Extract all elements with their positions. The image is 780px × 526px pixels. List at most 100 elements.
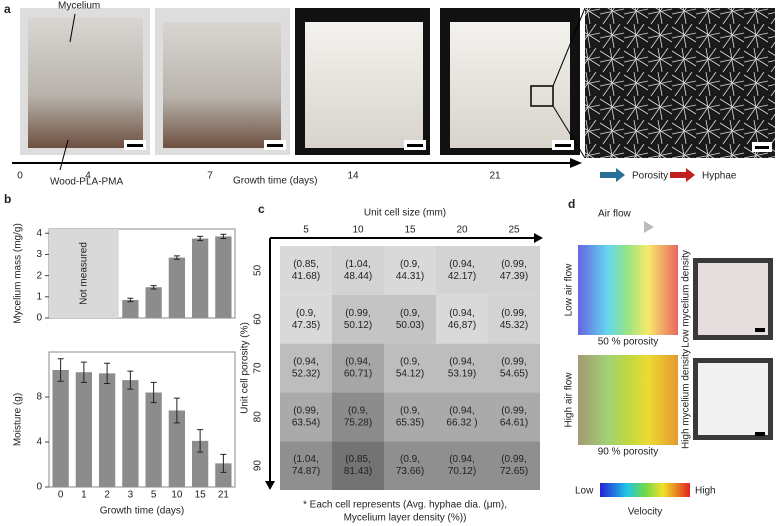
axis-title: Moisture (g) <box>13 393 24 446</box>
x-tick-label: 0 <box>58 490 64 501</box>
y-tick-label: 0 <box>36 313 42 324</box>
cell-text: (0.9, <box>400 405 420 416</box>
error-bar <box>173 397 180 424</box>
error-bar <box>173 255 180 260</box>
cell-text: (0.94, <box>449 259 475 270</box>
tick-label: 4 <box>85 171 91 182</box>
error-bar <box>150 285 157 290</box>
pointer <box>69 13 76 43</box>
cell <box>488 294 540 344</box>
cell-text: (0.99, <box>501 259 527 270</box>
bar <box>98 373 116 487</box>
bar <box>215 463 232 487</box>
cell-text: 66.32 ) <box>446 417 477 428</box>
photo <box>305 22 423 148</box>
cell-text: (0.94, <box>345 357 371 368</box>
cell <box>384 441 436 490</box>
x-tick-label: 15 <box>195 490 207 501</box>
bar <box>191 440 209 487</box>
error-bar <box>127 370 134 390</box>
legend-label: Porosity <box>632 171 668 182</box>
cell-text: 70.12) <box>448 466 476 477</box>
cell-text: (0.94, <box>449 405 475 416</box>
axis-title: Mycelium mass (mg/g) <box>13 223 24 324</box>
tick-label: 21 <box>489 171 501 182</box>
cell <box>332 294 384 344</box>
cell-text: (0.99, <box>345 308 371 319</box>
legend-arrow <box>670 168 695 182</box>
bar <box>191 238 209 318</box>
scale-bar <box>755 328 765 332</box>
panel-a-photos <box>12 7 775 171</box>
cell-text: (0.9, <box>400 259 420 270</box>
cell-text: (0.94, <box>449 308 475 319</box>
sim-image <box>578 245 678 335</box>
y-tick-label: 4 <box>36 437 42 448</box>
cell-text: (0.85, <box>345 454 371 465</box>
sem-image <box>585 8 775 158</box>
x-tick-label: 2 <box>104 490 110 501</box>
cell-text: 53.19) <box>448 369 476 380</box>
error-bar <box>220 233 227 240</box>
label: b <box>4 192 11 206</box>
column-label: 20 <box>456 225 468 236</box>
cell-text: 72.65) <box>500 466 528 477</box>
error-bar <box>104 362 111 384</box>
cell-text: 52.32) <box>292 369 320 380</box>
cell-text: (0.9, <box>400 454 420 465</box>
cell-text: (0.85, <box>293 259 319 270</box>
cell-text: (0.9, <box>348 405 368 416</box>
bar <box>52 370 69 487</box>
axis-title: Growth time (days) <box>100 506 184 517</box>
error-bar <box>57 358 64 382</box>
cell <box>436 441 488 490</box>
cell-text: (0.99, <box>501 405 527 416</box>
x-tick-label: 1 <box>81 490 87 501</box>
error-bar <box>150 381 157 404</box>
tick-label: 7 <box>207 171 213 182</box>
cell-text: (1.04, <box>293 454 319 465</box>
cell-text: 42.17) <box>448 271 476 282</box>
row-label: 80 <box>253 411 264 423</box>
cell-text: 50.12) <box>344 320 372 331</box>
pointer <box>59 139 69 171</box>
y-tick-label: 4 <box>36 228 42 239</box>
bar <box>122 380 139 487</box>
cell-text: 64.61) <box>500 417 528 428</box>
column-label: 10 <box>352 225 364 236</box>
footnote: Mycelium layer density (%)) <box>344 513 467 524</box>
not-measured-region <box>49 229 119 318</box>
cell-text: 48.44) <box>344 271 372 282</box>
cell-text: (0.94, <box>449 454 475 465</box>
cell <box>332 246 384 295</box>
annotation: Not measured <box>79 242 90 305</box>
axis-title: Unit cell size (mm) <box>364 208 446 219</box>
y-tick-label: 2 <box>36 270 42 281</box>
arrow-head <box>570 158 582 168</box>
label: Mycelium <box>58 1 100 12</box>
column-label: 25 <box>508 225 520 236</box>
cell <box>384 294 436 344</box>
cell-text: (0.99, <box>501 454 527 465</box>
axis-title: Growth time (days) <box>233 176 317 187</box>
label: d <box>568 197 575 211</box>
cell <box>280 294 332 344</box>
bar <box>122 299 139 318</box>
tick-label: 14 <box>347 171 359 182</box>
cell-text: 60.71) <box>344 369 372 380</box>
cell <box>280 392 332 442</box>
cell-text: (0.9, <box>400 308 420 319</box>
cell <box>384 343 436 393</box>
y-tick-label: 8 <box>36 392 42 403</box>
side-label: High mycelium density <box>681 349 692 449</box>
cell-text: 63.54) <box>292 417 320 428</box>
caption: 50 % porosity <box>598 337 659 348</box>
cell-text: 50.03) <box>396 320 424 331</box>
cell-text: (1.04, <box>345 259 371 270</box>
cell <box>332 441 384 490</box>
cell <box>436 392 488 442</box>
side-label: Low mycelium density <box>681 250 692 348</box>
bar <box>168 410 186 487</box>
x-tick-label: 10 <box>171 490 183 501</box>
cell-text: 46,87) <box>448 320 476 331</box>
